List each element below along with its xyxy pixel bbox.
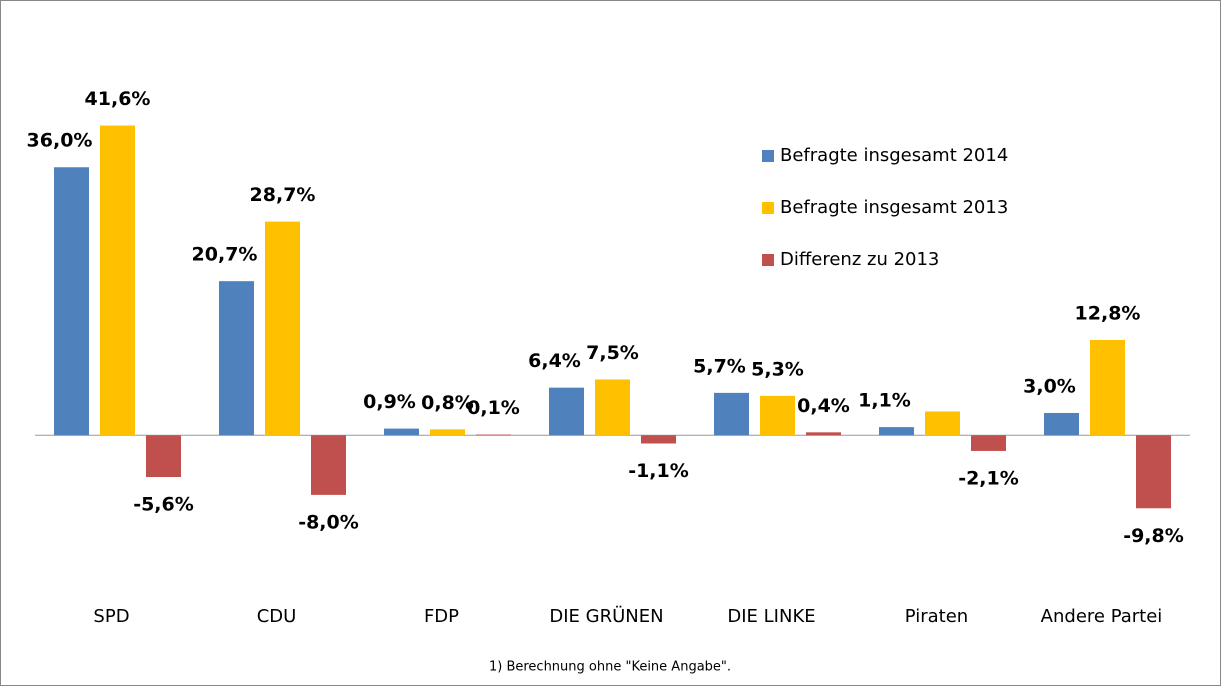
data-label: 0,4% [797, 395, 850, 417]
data-label: 12,8% [1075, 302, 1141, 324]
bar [806, 432, 841, 436]
bar [760, 395, 795, 436]
x-tick-label: CDU [257, 606, 297, 627]
bar [714, 392, 749, 436]
data-label: 5,7% [693, 355, 746, 377]
bar [1136, 435, 1171, 509]
data-label: 41,6% [85, 88, 151, 110]
x-tick-label: DIE LINKE [727, 606, 815, 627]
data-label: 5,3% [751, 358, 804, 380]
bar [1044, 412, 1079, 436]
bar [54, 167, 89, 436]
data-label: 3,0% [1023, 375, 1076, 397]
legend-swatch [762, 150, 774, 162]
bar [265, 221, 300, 436]
data-label: 7,5% [586, 342, 639, 364]
bar [1090, 339, 1125, 436]
bar [311, 435, 346, 495]
data-label: 6,4% [528, 350, 581, 372]
data-label: -5,6% [133, 494, 194, 516]
x-tick-label: DIE GRÜNEN [549, 605, 663, 627]
bar [925, 411, 960, 436]
legend-label: Befragte insgesamt 2014 [780, 145, 1008, 166]
data-label: 28,7% [250, 184, 316, 206]
bar [384, 428, 419, 436]
data-label: 36,0% [27, 130, 93, 152]
data-label: 0,8% [421, 392, 474, 414]
x-tick-label: Piraten [905, 606, 968, 627]
bar [100, 125, 135, 436]
bar [971, 435, 1006, 451]
data-label: 0,1% [467, 397, 520, 419]
data-label: -1,1% [628, 460, 689, 482]
legend-swatch [762, 254, 774, 266]
legend-label: Differenz zu 2013 [780, 249, 939, 270]
bar [219, 281, 254, 436]
x-tick-label: FDP [424, 606, 459, 627]
bar [476, 434, 511, 436]
x-tick-label: SPD [93, 606, 129, 627]
bar [879, 427, 914, 436]
bar [430, 429, 465, 436]
bar [595, 379, 630, 436]
data-label: -9,8% [1123, 525, 1184, 547]
x-tick-label: Andere Partei [1041, 606, 1163, 627]
data-label: 1,1% [858, 390, 911, 412]
bar [549, 387, 584, 436]
data-label: 20,7% [192, 244, 258, 266]
legend-label: Befragte insgesamt 2013 [780, 197, 1008, 218]
footnote: 1) Berechnung ohne "Keine Angabe". [489, 660, 731, 675]
legend-swatch [762, 202, 774, 214]
data-label: 0,9% [363, 391, 416, 413]
data-label: -8,0% [298, 511, 359, 533]
bar [641, 435, 676, 444]
bar [146, 435, 181, 478]
data-label: -2,1% [958, 467, 1019, 489]
